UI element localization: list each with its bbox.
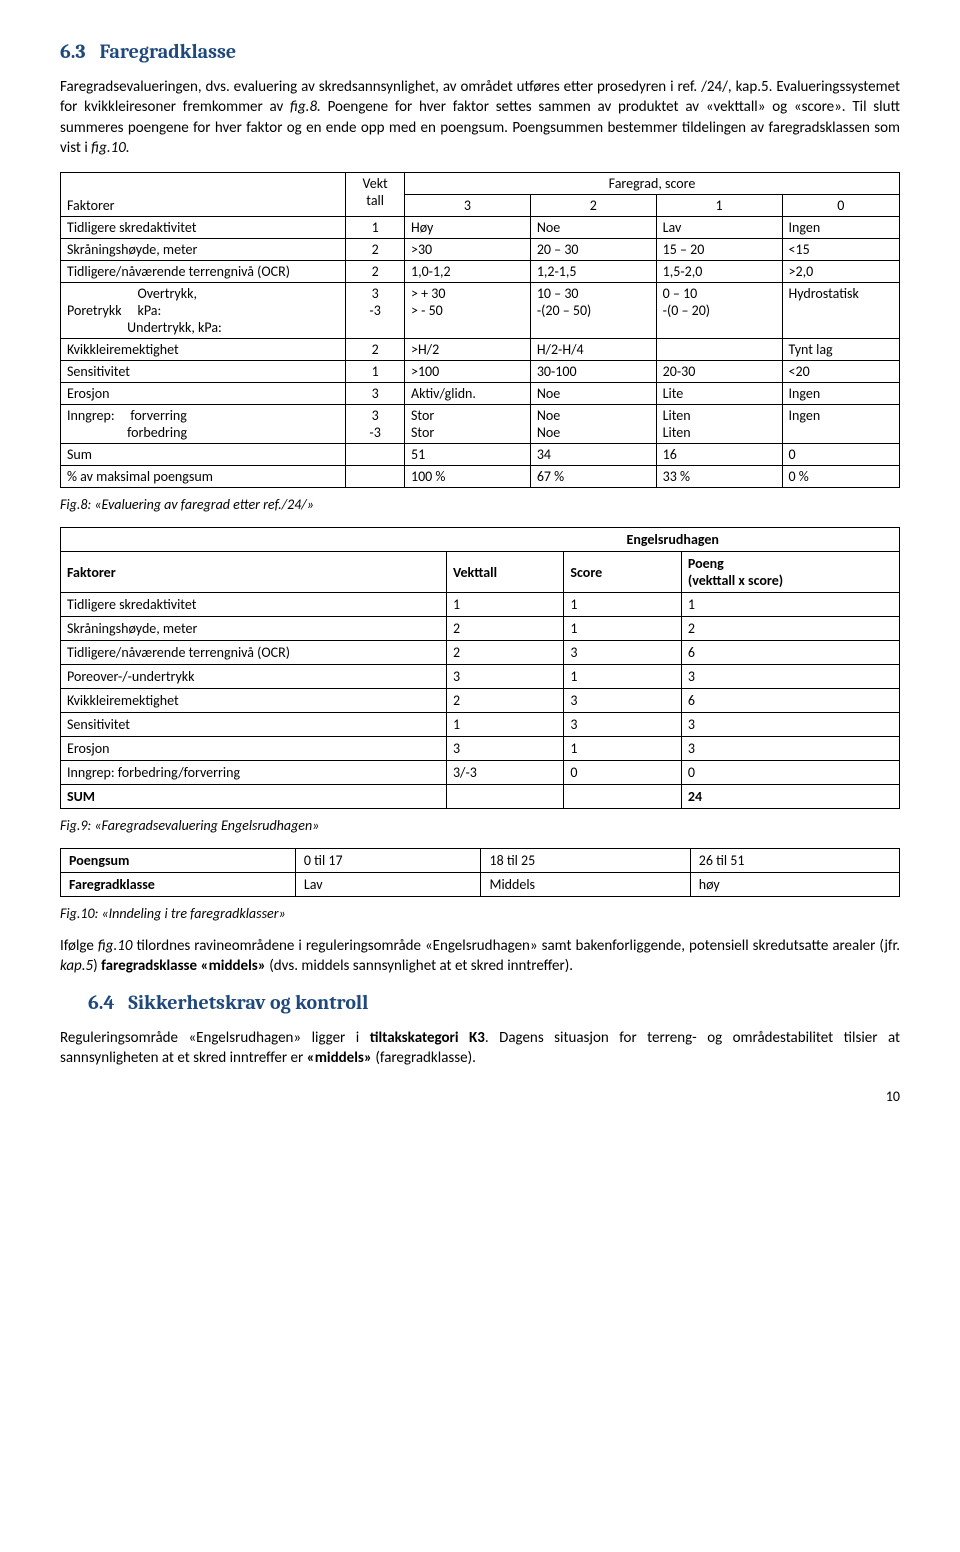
eval-table: EngelsrudhagenFaktorerVekttallScorePoeng… bbox=[60, 527, 900, 809]
fig9-caption: Fig.9: «Faregradsevaluering Engelsrudhag… bbox=[60, 817, 900, 834]
fig10-caption: Fig.10: «Inndeling i tre faregradklasser… bbox=[60, 905, 900, 922]
page-number: 10 bbox=[60, 1088, 900, 1105]
class-cell: 26 til 51 bbox=[690, 849, 899, 873]
para-6-3-intro: Faregradsevalueringen, dvs. evaluering a… bbox=[60, 77, 900, 158]
class-label: Faregradklasse bbox=[69, 876, 155, 893]
class-cell: 0 til 17 bbox=[295, 849, 481, 873]
class-cell: Lav bbox=[295, 873, 481, 897]
score-table: FaktorerVekttallFaregrad, score3210Tidli… bbox=[60, 172, 900, 488]
class-cell: høy bbox=[690, 873, 899, 897]
class-label: Poengsum bbox=[69, 852, 129, 869]
para-conclusion: Ifølge fig.10 tilordnes ravineområdene i… bbox=[60, 936, 900, 977]
section-title: Sikkerhetskrav og kontroll bbox=[128, 991, 368, 1014]
class-cell: 18 til 25 bbox=[481, 849, 690, 873]
class-cell: Middels bbox=[481, 873, 690, 897]
section-num: 6.3 bbox=[60, 40, 86, 63]
section-num: 6.4 bbox=[88, 991, 114, 1014]
para-6-4: Reguleringsområde «Engelsrudhagen» ligge… bbox=[60, 1028, 900, 1069]
fig8-caption: Fig.8: «Evaluering av faregrad etter ref… bbox=[60, 496, 900, 513]
section-6-4-heading: 6.4 Sikkerhetskrav og kontroll bbox=[88, 991, 900, 1014]
section-6-3-heading: 6.3 Faregradklasse bbox=[60, 40, 900, 63]
section-title: Faregradklasse bbox=[100, 40, 237, 63]
class-table: Poengsum 0 til 17 18 til 25 26 til 51 Fa… bbox=[60, 848, 900, 897]
